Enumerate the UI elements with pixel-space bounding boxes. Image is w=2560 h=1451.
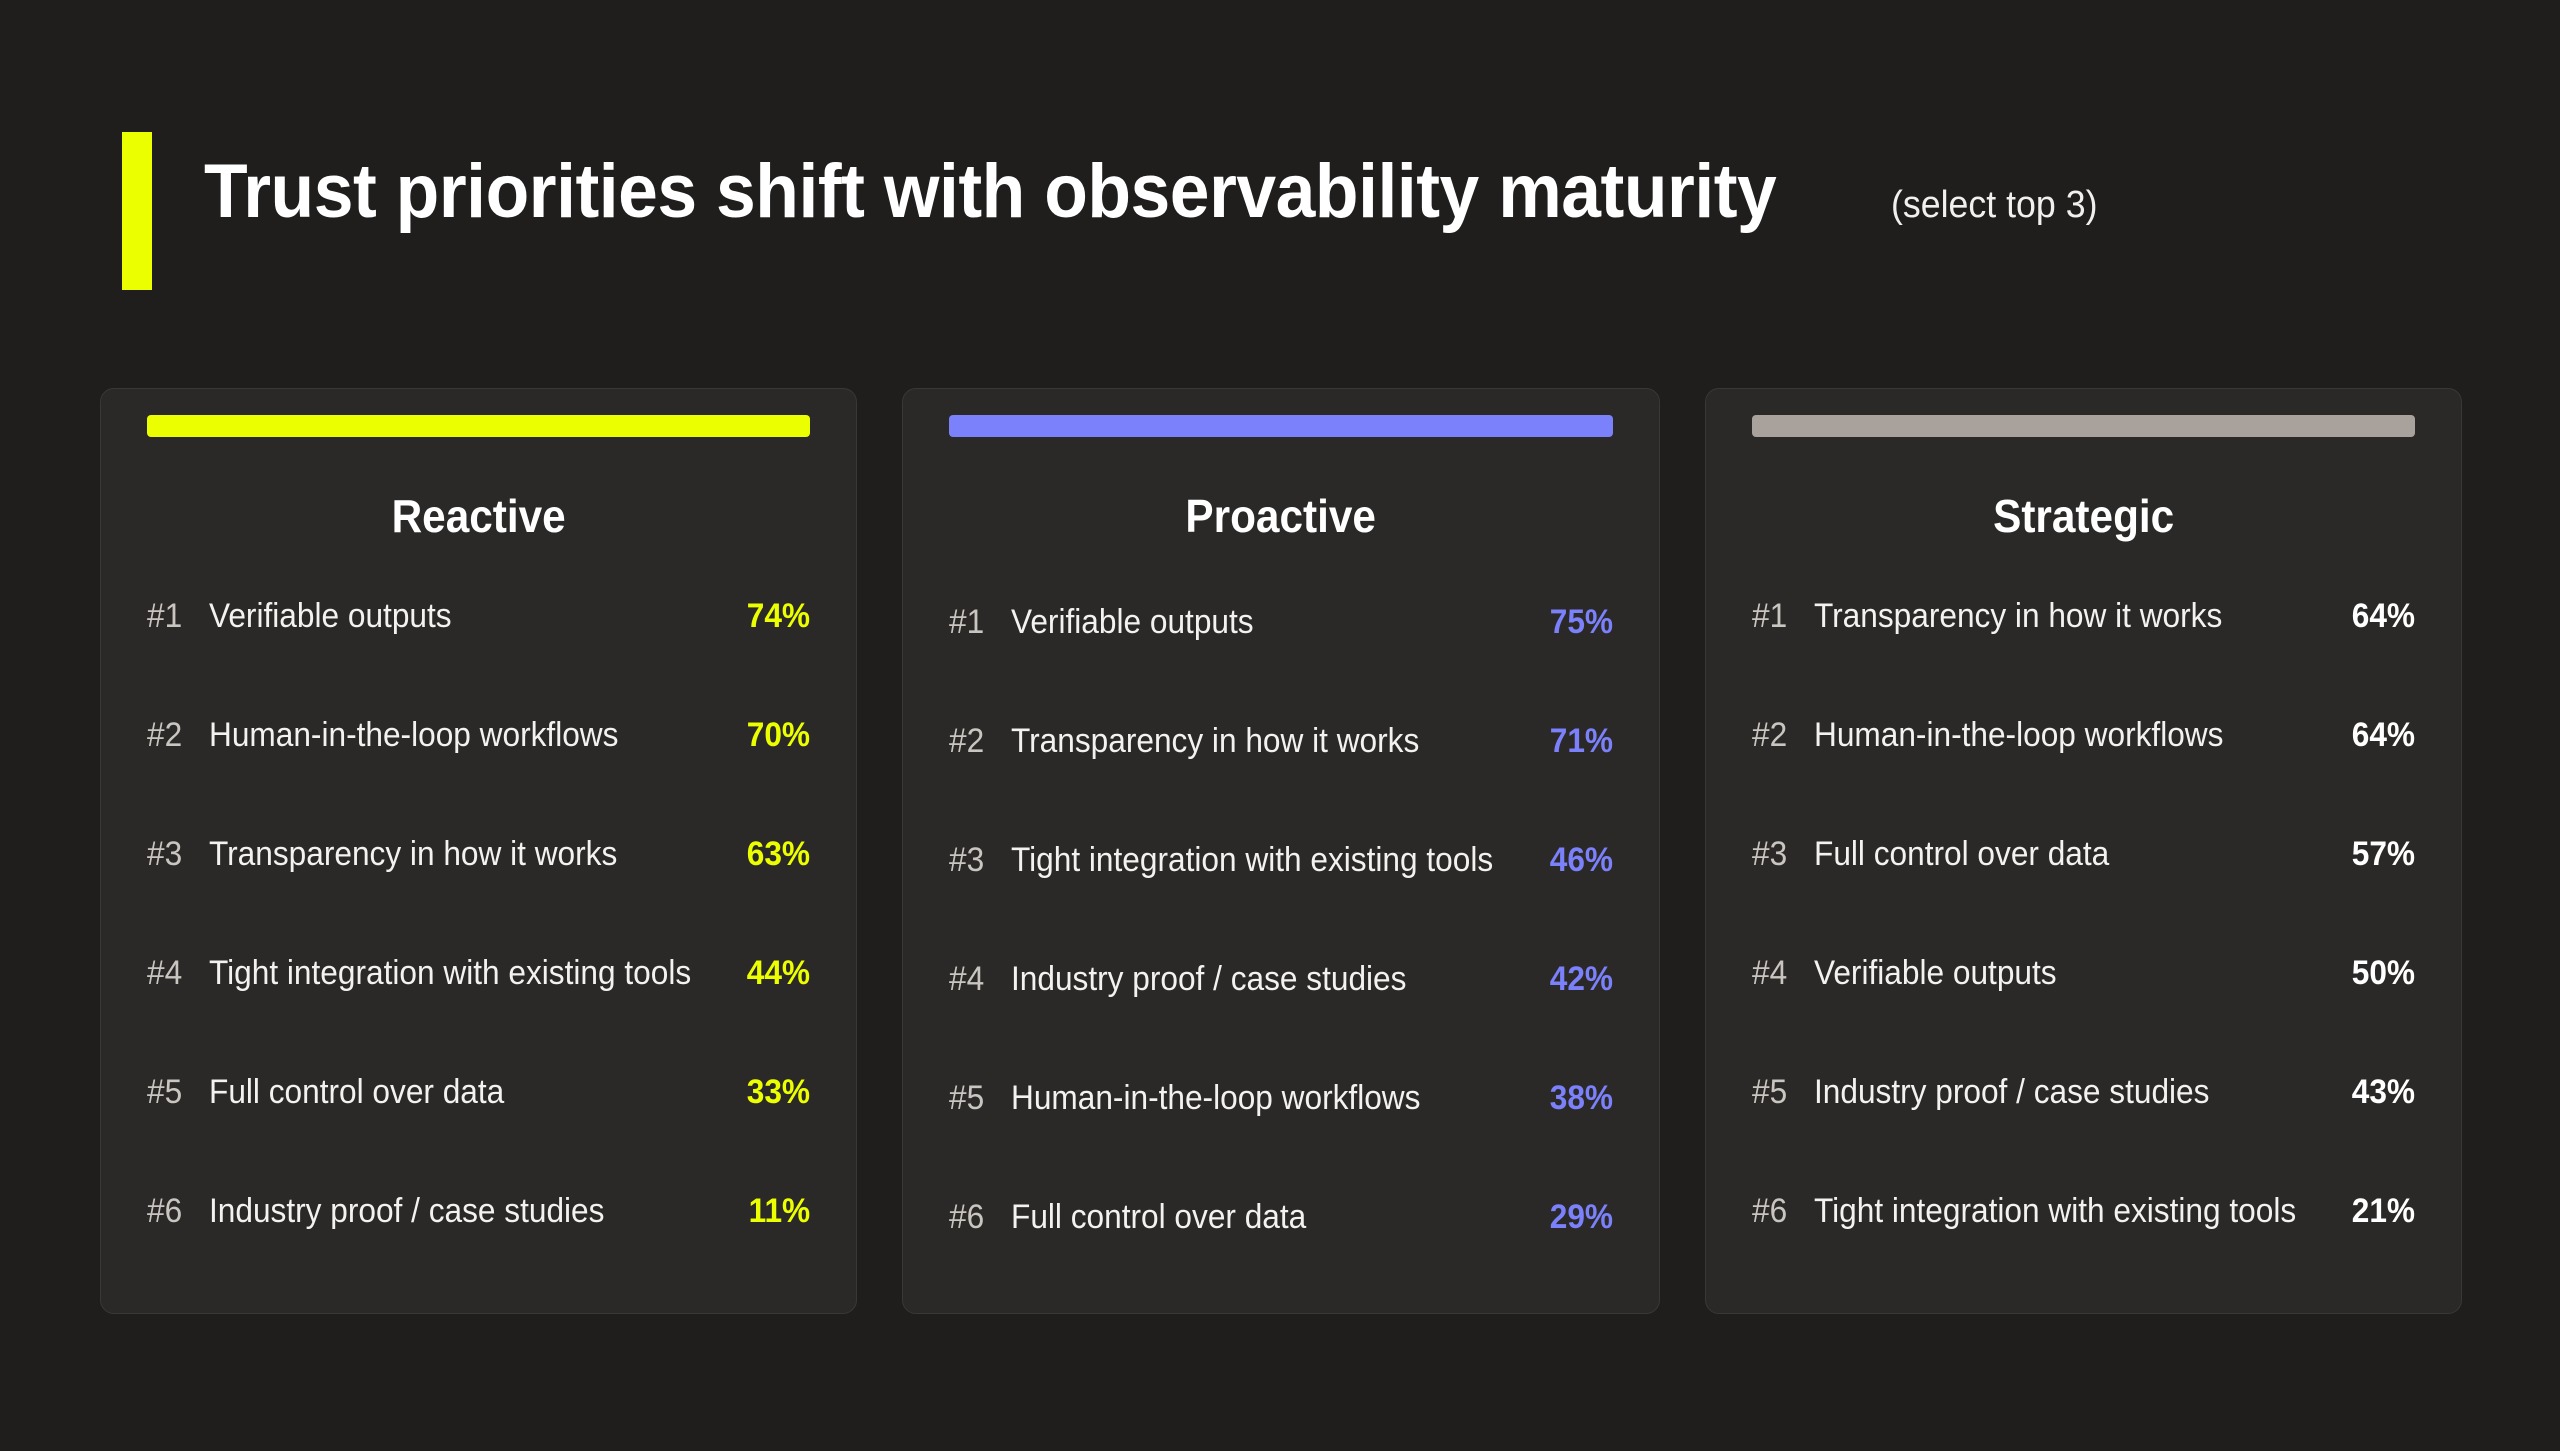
list-item[interactable]: #3 Tight integration with existing tools… — [949, 843, 1612, 962]
item-label: Industry proof / case studies — [1011, 960, 1407, 998]
item-value: 21% — [2351, 1192, 2415, 1230]
card-strategic[interactable]: Strategic #1 Transparency in how it work… — [1704, 388, 2462, 1314]
item-value: 42% — [1549, 960, 1613, 998]
page-subtitle: (select top 3) — [1890, 184, 2098, 226]
item-label: Human-in-the-loop workflows — [209, 716, 619, 754]
card-accent-proactive — [949, 415, 1613, 437]
maturity-cards: Reactive #1 Verifiable outputs 74% #2 Hu… — [100, 388, 2462, 1314]
rank-label: #1 — [147, 597, 183, 635]
item-value: 43% — [2351, 1073, 2415, 1111]
list-item[interactable]: #6 Full control over data 29% — [949, 1200, 1612, 1319]
list-item[interactable]: #1 Transparency in how it works 64% — [1752, 599, 2415, 718]
item-label: Full control over data — [1011, 1198, 1307, 1236]
list-item[interactable]: #1 Verifiable outputs 75% — [949, 605, 1612, 724]
list-item[interactable]: #6 Industry proof / case studies 11% — [147, 1194, 810, 1313]
list-item[interactable]: #5 Human-in-the-loop workflows 38% — [949, 1081, 1612, 1200]
card-proactive[interactable]: Proactive #1 Verifiable outputs 75% #2 T… — [902, 388, 1660, 1314]
card-title-strategic: Strategic — [1992, 490, 2174, 542]
list-item[interactable]: #1 Verifiable outputs 74% — [147, 599, 810, 718]
rank-label: #1 — [949, 603, 985, 641]
item-label: Tight integration with existing tools — [209, 954, 692, 992]
card-accent-reactive — [147, 415, 811, 437]
rank-label: #1 — [1751, 597, 1787, 635]
item-label: Verifiable outputs — [1813, 954, 2057, 992]
item-value: 50% — [2351, 954, 2415, 992]
item-label: Tight integration with existing tools — [1011, 841, 1494, 879]
list-item[interactable]: #4 Tight integration with existing tools… — [147, 956, 810, 1075]
item-value: 74% — [747, 597, 811, 635]
item-label: Industry proof / case studies — [209, 1192, 605, 1230]
item-label: Verifiable outputs — [209, 597, 452, 635]
item-label: Transparency in how it works — [1813, 597, 2222, 635]
rank-label: #2 — [1751, 716, 1787, 754]
item-label: Human-in-the-loop workflows — [1813, 716, 2224, 754]
item-value: 57% — [2351, 835, 2415, 873]
list-item[interactable]: #2 Transparency in how it works 71% — [949, 724, 1612, 843]
rank-label: #4 — [147, 954, 183, 992]
item-value: 46% — [1549, 841, 1613, 879]
rank-label: #2 — [949, 722, 985, 760]
list-item[interactable]: #3 Transparency in how it works 63% — [147, 837, 810, 956]
card-reactive[interactable]: Reactive #1 Verifiable outputs 74% #2 Hu… — [100, 388, 858, 1314]
rank-label: #3 — [147, 835, 183, 873]
item-value: 71% — [1549, 722, 1613, 760]
rank-label: #5 — [1751, 1073, 1787, 1111]
list-item[interactable]: #5 Industry proof / case studies 43% — [1752, 1075, 2415, 1194]
item-label: Full control over data — [209, 1073, 505, 1111]
rank-label: #3 — [1751, 835, 1787, 873]
item-value: 64% — [2351, 716, 2415, 754]
card-accent-strategic — [1751, 415, 2415, 437]
list-item[interactable]: #5 Full control over data 33% — [147, 1075, 810, 1194]
item-value: 75% — [1549, 603, 1613, 641]
rank-label: #5 — [147, 1073, 183, 1111]
item-value: 33% — [747, 1073, 811, 1111]
rank-label: #6 — [147, 1192, 183, 1230]
ranked-list-reactive: #1 Verifiable outputs 74% #2 Human-in-th… — [147, 599, 810, 1313]
title-block: Trust priorities shift with observabilit… — [204, 132, 2110, 230]
item-label: Verifiable outputs — [1011, 603, 1254, 641]
rank-label: #4 — [1751, 954, 1787, 992]
item-label: Human-in-the-loop workflows — [1011, 1079, 1421, 1117]
rank-label: #6 — [949, 1198, 985, 1236]
item-value: 44% — [747, 954, 811, 992]
header: Trust priorities shift with observabilit… — [122, 132, 2110, 290]
item-value: 64% — [2351, 597, 2415, 635]
rank-label: #2 — [147, 716, 183, 754]
list-item[interactable]: #2 Human-in-the-loop workflows 70% — [147, 718, 810, 837]
item-label: Industry proof / case studies — [1813, 1073, 2210, 1111]
item-value: 70% — [747, 716, 811, 754]
ranked-list-proactive: #1 Verifiable outputs 75% #2 Transparenc… — [949, 605, 1612, 1319]
rank-label: #3 — [949, 841, 985, 879]
rank-label: #5 — [949, 1079, 985, 1117]
card-title-reactive: Reactive — [391, 490, 566, 542]
list-item[interactable]: #2 Human-in-the-loop workflows 64% — [1752, 718, 2415, 837]
item-value: 29% — [1549, 1198, 1613, 1236]
list-item[interactable]: #3 Full control over data 57% — [1752, 837, 2415, 956]
title-accent-bar — [122, 132, 152, 290]
item-value: 11% — [748, 1192, 811, 1230]
item-label: Tight integration with existing tools — [1813, 1192, 2296, 1230]
list-item[interactable]: #6 Tight integration with existing tools… — [1752, 1194, 2415, 1313]
item-label: Transparency in how it works — [209, 835, 618, 873]
list-item[interactable]: #4 Industry proof / case studies 42% — [949, 962, 1612, 1081]
rank-label: #6 — [1751, 1192, 1787, 1230]
item-value: 63% — [747, 835, 811, 873]
ranked-list-strategic: #1 Transparency in how it works 64% #2 H… — [1752, 599, 2415, 1313]
item-label: Transparency in how it works — [1011, 722, 1420, 760]
card-title-proactive: Proactive — [1185, 490, 1377, 542]
item-value: 38% — [1549, 1079, 1613, 1117]
page-title: Trust priorities shift with observabilit… — [204, 149, 1777, 234]
item-label: Full control over data — [1813, 835, 2109, 873]
rank-label: #4 — [949, 960, 985, 998]
list-item[interactable]: #4 Verifiable outputs 50% — [1752, 956, 2415, 1075]
